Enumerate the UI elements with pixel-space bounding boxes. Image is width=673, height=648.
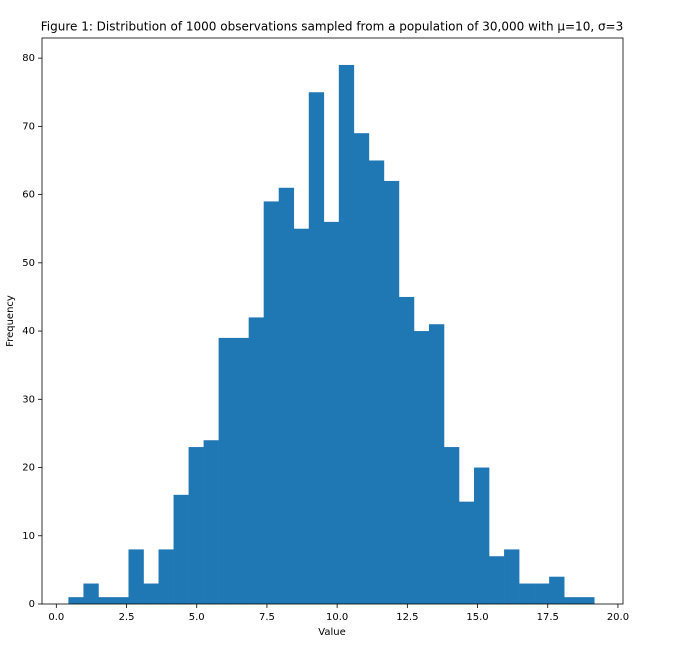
bar bbox=[428, 324, 445, 604]
x-tick-label: 2.5 bbox=[119, 612, 135, 623]
bar bbox=[323, 221, 340, 604]
bar bbox=[233, 337, 249, 604]
bar bbox=[128, 549, 144, 604]
bar bbox=[504, 549, 520, 604]
x-axis-label: Value bbox=[318, 627, 345, 638]
y-tick-label: 50 bbox=[22, 258, 35, 269]
x-tick-label: 5.0 bbox=[189, 612, 205, 623]
bar bbox=[218, 337, 234, 604]
x-tick-label: 10.0 bbox=[326, 612, 348, 623]
x-tick-label: 20.0 bbox=[607, 612, 629, 623]
y-tick-label: 0 bbox=[29, 599, 35, 610]
x-tick-label: 0.0 bbox=[48, 612, 64, 623]
bar bbox=[308, 92, 325, 604]
bar bbox=[98, 597, 114, 604]
bar bbox=[398, 296, 415, 604]
y-tick-label: 80 bbox=[22, 53, 35, 64]
y-tick-label: 60 bbox=[22, 190, 35, 201]
bar bbox=[143, 583, 159, 604]
bar bbox=[534, 583, 550, 604]
y-axis-label: Frequency bbox=[5, 295, 16, 347]
bar bbox=[278, 187, 295, 604]
bar bbox=[413, 331, 430, 604]
y-tick-label: 10 bbox=[22, 531, 35, 542]
bar bbox=[443, 447, 460, 604]
bar bbox=[68, 597, 84, 604]
bar bbox=[113, 597, 129, 604]
bar bbox=[158, 549, 174, 604]
bar bbox=[293, 228, 310, 604]
bar bbox=[83, 583, 99, 604]
x-tick-label: 7.5 bbox=[259, 612, 275, 623]
bar bbox=[353, 133, 370, 604]
bar bbox=[549, 576, 565, 604]
bar bbox=[459, 501, 475, 604]
bar bbox=[383, 180, 400, 605]
bar bbox=[338, 64, 355, 604]
y-tick-label: 40 bbox=[22, 326, 35, 337]
bar bbox=[519, 583, 535, 604]
y-tick-label: 20 bbox=[22, 463, 35, 474]
bar bbox=[248, 317, 265, 604]
y-tick-label: 30 bbox=[22, 394, 35, 405]
bar bbox=[188, 447, 204, 604]
bar bbox=[564, 597, 580, 604]
x-tick-label: 15.0 bbox=[466, 612, 488, 623]
x-tick-label: 12.5 bbox=[396, 612, 418, 623]
bar bbox=[579, 597, 595, 604]
y-tick-label: 70 bbox=[22, 121, 35, 132]
plot-frame bbox=[41, 37, 624, 605]
bar bbox=[263, 201, 280, 604]
bar bbox=[474, 467, 490, 604]
chart-title: Figure 1: Distribution of 1000 observati… bbox=[41, 20, 624, 34]
bar bbox=[203, 440, 219, 604]
bar bbox=[173, 494, 189, 604]
x-tick-label: 17.5 bbox=[537, 612, 559, 623]
bar bbox=[489, 556, 505, 604]
bar bbox=[368, 160, 385, 605]
